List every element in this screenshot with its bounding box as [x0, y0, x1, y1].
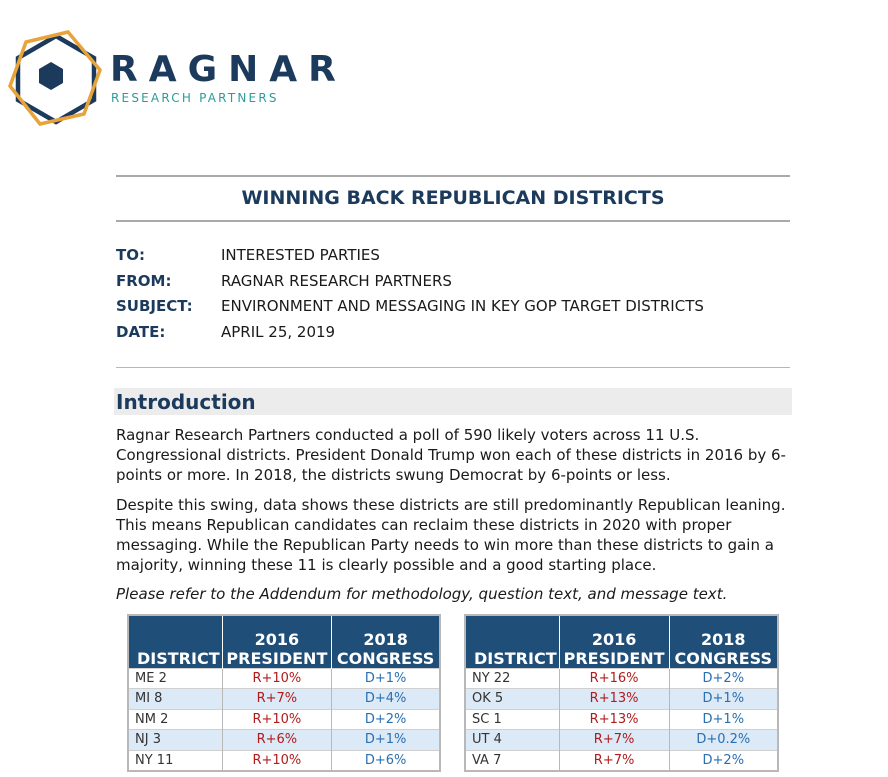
brand-name: RAGNAR: [110, 49, 347, 90]
president-margin-cell: R+7%: [222, 688, 333, 709]
table-row: UT 4 R+7% D+0.2%: [465, 729, 779, 750]
header-congress-label: CONGRESS: [674, 648, 772, 668]
president-margin-cell: R+6%: [222, 729, 333, 750]
president-margin-cell: R+10%: [222, 749, 333, 771]
district-cell: OK 5: [465, 688, 560, 709]
districts-table-right: DISTRICT 2016 PRESIDENT 2018 CONGRESS NY 2…: [464, 614, 779, 772]
table-header-row: DISTRICT 2016 PRESIDENT 2018 CONGRESS: [128, 615, 440, 668]
congress-margin-cell: D+2%: [331, 708, 441, 730]
header-congress-label: CONGRESS: [336, 648, 435, 668]
district-cell: NJ 3: [128, 729, 223, 750]
congress-margin-cell: D+1%: [331, 667, 441, 689]
congress-margin-cell: D+2%: [669, 667, 779, 689]
congress-margin-cell: D+4%: [331, 688, 441, 709]
district-cell: UT 4: [465, 729, 560, 750]
memo-from-row: FROM: RAGNAR RESEARCH PARTNERS: [116, 271, 704, 297]
memo-title: WINNING BACK REPUBLICAN DISTRICTS: [241, 187, 665, 209]
intro-paragraph-1: Ragnar Research Partners conducted a pol…: [116, 426, 786, 484]
table-row: OK 5 R+13% D+1%: [465, 688, 779, 709]
header-district: DISTRICT: [465, 615, 560, 668]
header-president-year: 2016: [254, 629, 300, 649]
header-2016-president: 2016 PRESIDENT: [222, 615, 333, 668]
district-cell: NY 11: [128, 749, 223, 771]
header-congress-year: 2018: [363, 629, 408, 649]
president-margin-cell: R+10%: [222, 708, 333, 730]
intro-paragraph-2: Despite this swing, data shows these dis…: [116, 496, 786, 574]
header-president-label: PRESIDENT: [226, 648, 328, 668]
memo-subject-label: SUBJECT:: [116, 297, 193, 315]
president-margin-cell: R+16%: [559, 667, 670, 689]
president-margin-cell: R+7%: [559, 729, 670, 750]
memo-date-label: DATE:: [116, 322, 166, 341]
memo-to-label: TO:: [116, 246, 145, 264]
header-2018-congress: 2018 CONGRESS: [669, 615, 778, 668]
table-row: ME 2 R+10% D+1%: [128, 667, 441, 689]
memo-from-value: RAGNAR RESEARCH PARTNERS: [221, 271, 452, 290]
table-row: SC 1 R+13% D+1%: [465, 708, 779, 730]
table-header-row: DISTRICT 2016 PRESIDENT 2018 CONGRESS: [465, 615, 778, 668]
header-2016-president: 2016 PRESIDENT: [559, 615, 670, 668]
memo-header: TO: INTERESTED PARTIES FROM: RAGNAR RESE…: [116, 245, 704, 347]
brand-subtitle: RESEARCH PARTNERS: [111, 91, 279, 105]
district-cell: SC 1: [465, 708, 560, 730]
memo-subject-row: SUBJECT: ENVIRONMENT AND MESSAGING IN KE…: [116, 296, 704, 322]
title-bottom-rule: [116, 220, 790, 222]
memo-to-value: INTERESTED PARTIES: [221, 246, 380, 264]
header-2018-congress: 2018 CONGRESS: [331, 615, 440, 668]
ragnar-hexagon-logo: [8, 30, 102, 126]
district-cell: NM 2: [128, 708, 223, 730]
president-margin-cell: R+13%: [559, 708, 670, 730]
district-cell: VA 7: [465, 749, 560, 771]
president-margin-cell: R+7%: [559, 749, 670, 771]
memo-date-value: APRIL 25, 2019: [221, 322, 336, 341]
memo-from-label: FROM:: [116, 271, 172, 290]
table-row: MI 8 R+7% D+4%: [128, 688, 441, 709]
congress-margin-cell: D+6%: [331, 749, 441, 771]
congress-margin-cell: D+1%: [669, 688, 779, 709]
memo-date-row: DATE: APRIL 25, 2019: [116, 322, 704, 348]
addendum-note: Please refer to the Addendum for methodo…: [116, 585, 728, 603]
header-divider: [116, 367, 790, 368]
president-margin-cell: R+13%: [559, 688, 670, 709]
memo-to-row: TO: INTERESTED PARTIES: [116, 245, 704, 271]
header-president-year: 2016: [591, 629, 637, 649]
header-congress-year: 2018: [701, 629, 746, 649]
district-cell: ME 2: [128, 667, 223, 689]
table-row: NY 11 R+10% D+6%: [128, 749, 441, 771]
district-cell: MI 8: [128, 688, 223, 709]
memo-subject-value: ENVIRONMENT AND MESSAGING IN KEY GOP TAR…: [221, 297, 704, 315]
table-row: VA 7 R+7% D+2%: [465, 749, 779, 771]
table-row: NJ 3 R+6% D+1%: [128, 729, 441, 750]
title-top-rule: [116, 175, 790, 177]
header-district: DISTRICT: [128, 615, 223, 668]
districts-table-left: DISTRICT 2016 PRESIDENT 2018 CONGRESS ME 2…: [127, 614, 441, 772]
congress-margin-cell: D+0.2%: [669, 729, 779, 750]
header-president-label: PRESIDENT: [563, 648, 665, 668]
table-row: NY 22 R+16% D+2%: [465, 667, 779, 689]
president-margin-cell: R+10%: [222, 667, 333, 689]
section-heading-introduction: Introduction: [114, 388, 792, 415]
district-cell: NY 22: [465, 667, 560, 689]
congress-margin-cell: D+1%: [331, 729, 441, 750]
congress-margin-cell: D+1%: [669, 708, 779, 730]
table-row: NM 2 R+10% D+2%: [128, 708, 441, 730]
congress-margin-cell: D+2%: [669, 749, 779, 771]
